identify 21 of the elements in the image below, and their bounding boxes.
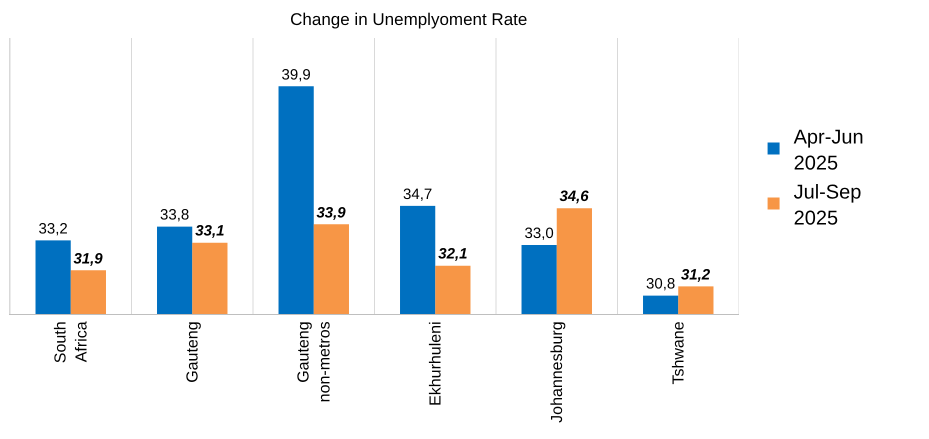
x-tick-label: Johannesburg: [548, 321, 566, 423]
x-tick-label: Gauteng non-metros: [296, 321, 334, 402]
x-tick-label: Ekhurhuleni: [427, 321, 444, 406]
legend-label: Apr-Jun 2025: [794, 126, 864, 174]
data-label: 33,9: [316, 204, 346, 222]
data-label: 33,2: [38, 220, 68, 238]
data-label: 34,7: [403, 186, 432, 203]
data-label: 32,1: [438, 246, 468, 263]
legend-label: Jul-Sep 2025: [794, 181, 862, 230]
data-label: 34,6: [559, 188, 590, 206]
data-label: 31,9: [73, 250, 104, 268]
x-tick-label: South Africa: [52, 321, 90, 364]
data-label: 31,2: [680, 266, 711, 284]
chart-title: Change in Unemplyoment Rate: [290, 10, 528, 30]
data-label: 33,8: [160, 206, 190, 224]
data-label: 30,8: [646, 276, 676, 293]
x-tick-label: Tshwane: [670, 321, 688, 385]
x-tick-label: Gauteng: [184, 321, 202, 383]
data-label: 33,0: [524, 225, 554, 242]
data-label: 39,9: [282, 66, 311, 84]
data-label: 33,1: [195, 222, 224, 240]
